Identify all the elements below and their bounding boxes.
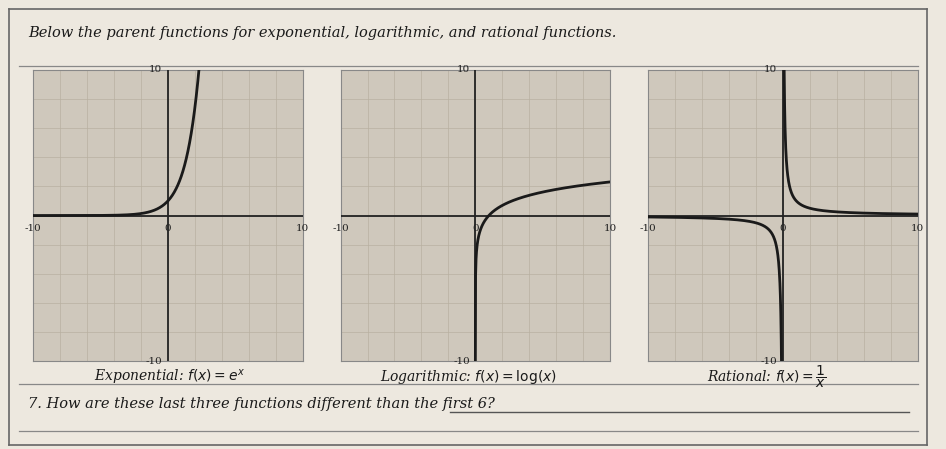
- Text: Rational: $f(x) = \dfrac{1}{x}$: Rational: $f(x) = \dfrac{1}{x}$: [707, 364, 827, 390]
- Text: 10: 10: [149, 65, 163, 74]
- Text: -10: -10: [332, 224, 349, 233]
- Text: Exponential: $f(x) = e^x$: Exponential: $f(x) = e^x$: [95, 367, 246, 387]
- Text: Logarithmic: $f(x) = \log(x)$: Logarithmic: $f(x) = \log(x)$: [380, 368, 556, 386]
- Text: 10: 10: [764, 65, 778, 74]
- Text: 10: 10: [457, 65, 470, 74]
- Text: -10: -10: [146, 357, 163, 366]
- Text: -10: -10: [761, 357, 778, 366]
- Text: Below the parent functions for exponential, logarithmic, and rational functions.: Below the parent functions for exponenti…: [27, 26, 616, 40]
- Text: 0: 0: [165, 224, 171, 233]
- Text: 10: 10: [604, 224, 617, 233]
- Text: 0: 0: [472, 224, 479, 233]
- Text: -10: -10: [453, 357, 470, 366]
- Text: 0: 0: [780, 224, 786, 233]
- Text: -10: -10: [639, 224, 657, 233]
- Text: 7. How are these last three functions different than the first 6?: 7. How are these last three functions di…: [27, 396, 495, 410]
- Text: 10: 10: [911, 224, 924, 233]
- Text: 10: 10: [296, 224, 309, 233]
- Text: -10: -10: [25, 224, 42, 233]
